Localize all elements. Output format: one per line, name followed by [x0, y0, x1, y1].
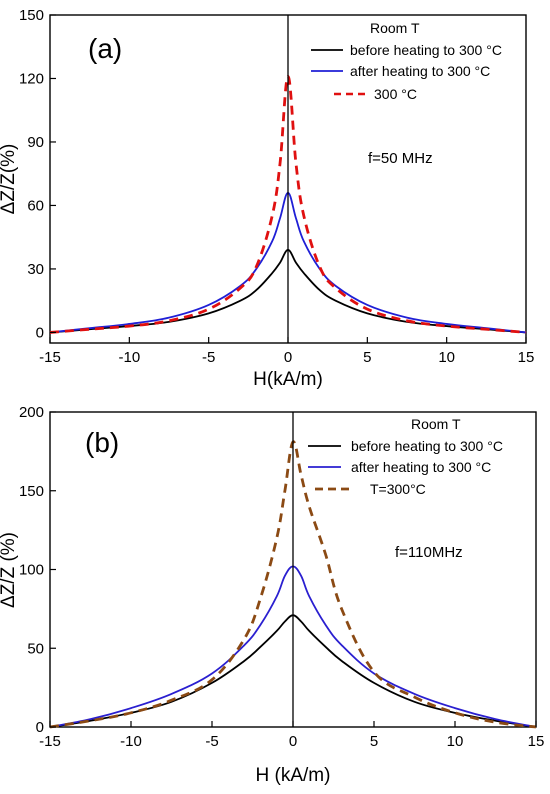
y-tick-label: 0 [36, 324, 44, 341]
frequency-annotation: f=110MHz [395, 544, 463, 561]
y-tick-label: 90 [27, 134, 44, 151]
x-tick-label: -5 [205, 733, 218, 750]
y-tick-label: 150 [19, 7, 44, 24]
x-tick-label: -15 [39, 349, 61, 366]
legend-entry-0: before heating to 300 °C [351, 438, 503, 454]
y-tick-label: 150 [19, 483, 44, 500]
x-tick-label: 15 [528, 733, 545, 750]
y-tick-label: 100 [19, 562, 44, 579]
y-tick-label: 120 [19, 70, 44, 87]
y-axis-title: ΔZ/Z (%) [0, 532, 19, 608]
x-tick-label: 10 [447, 733, 464, 750]
legend: Room T before heating to 300 °C after he… [308, 416, 503, 497]
legend-title: Room T [370, 20, 420, 36]
y-tick-label: 50 [27, 640, 44, 657]
panel-label: (b) [85, 427, 119, 458]
x-tick-label: -15 [39, 733, 61, 750]
y-tick-label: 60 [27, 197, 44, 214]
x-axis-title: H(kA/m) [253, 369, 323, 390]
legend-entry-1: after heating to 300 °C [350, 63, 490, 79]
x-axis-title: H (kA/m) [256, 765, 331, 786]
x-tick-label: 5 [363, 349, 371, 366]
x-tick-label: -10 [118, 349, 140, 366]
x-tick-label: 0 [284, 349, 292, 366]
x-tick-label: 0 [289, 733, 297, 750]
frequency-annotation: f=50 MHz [368, 150, 433, 167]
panel-label: (a) [88, 33, 122, 64]
legend-entry-2: 300 °C [374, 86, 417, 102]
y-tick-label: 0 [36, 719, 44, 736]
legend-entry-0: before heating to 300 °C [350, 42, 502, 58]
y-tick-label: 200 [19, 404, 44, 421]
x-tick-label: 15 [518, 349, 535, 366]
x-tick-label: -10 [120, 733, 142, 750]
legend-title: Room T [411, 416, 461, 432]
y-tick-label: 30 [27, 261, 44, 278]
y-axis-title: ΔZ/Z(%) [0, 144, 19, 215]
x-tick-label: 5 [370, 733, 378, 750]
legend-entry-1: after heating to 300 °C [351, 459, 491, 475]
legend: Room T before heating to 300 °C after he… [311, 20, 502, 102]
legend-entry-2: T=300°C [370, 481, 426, 497]
x-tick-label: -5 [202, 349, 215, 366]
x-tick-label: 10 [438, 349, 455, 366]
